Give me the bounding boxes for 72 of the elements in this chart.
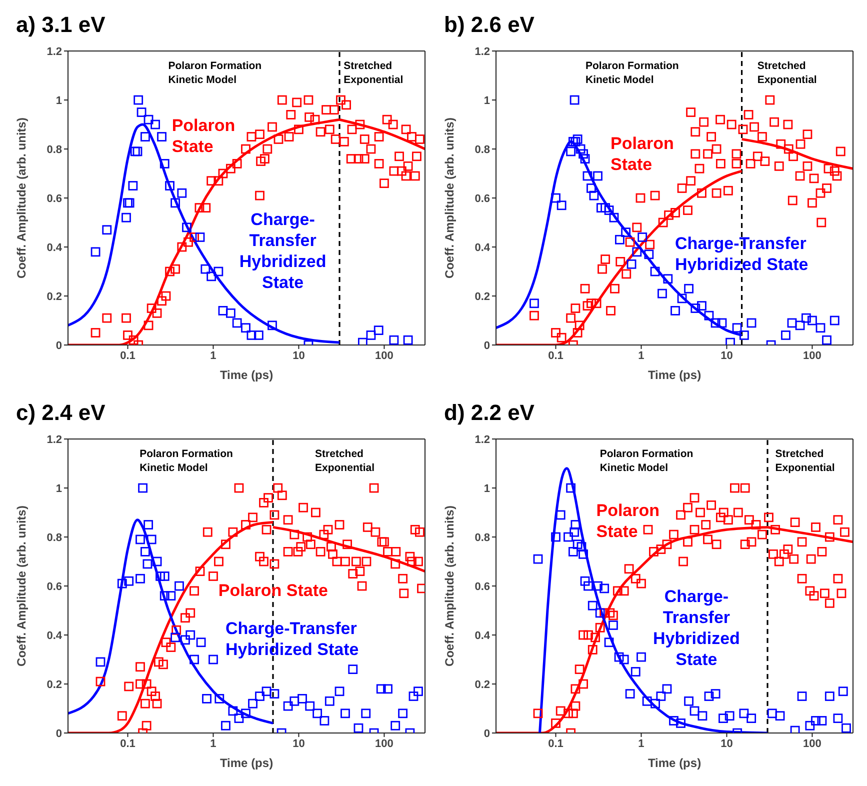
x-tick-label: 1 [638, 350, 644, 362]
y-tick-label: 0.8 [474, 532, 490, 544]
y-tick-label: 1.2 [474, 46, 490, 58]
y-tick-label: 0.6 [46, 580, 62, 593]
y-tick-label: 0.2 [474, 290, 490, 303]
x-tick-label: 100 [375, 738, 394, 750]
y-tick-label: 1 [56, 482, 62, 495]
series-label: Charge-Transfer Hybridized State [239, 209, 326, 294]
x-tick-label: 10 [292, 350, 305, 362]
chart-title: a) 3.1 eV [15, 11, 106, 39]
y-axis-title: Coeff. Amplitude (arb. units) [442, 118, 456, 278]
series-label: Charge-Transfer Hybridized State [675, 232, 808, 275]
x-axis-title: Time (ps) [648, 368, 702, 382]
annotation: Stretched Exponential [315, 446, 375, 475]
series-label: Polaron State [218, 580, 328, 601]
y-axis-title: Coeff. Amplitude (arb. units) [14, 118, 28, 278]
annotation: Stretched Exponential [757, 58, 817, 87]
series-label: Charge-Transfer Hybridized State [226, 618, 359, 660]
series-label: Polaron State [596, 500, 660, 542]
y-axis-title: Coeff. Amplitude (arb. units) [14, 506, 28, 666]
y-tick-label: 1.2 [474, 434, 490, 446]
annotation: Polaron Formation Kinetic Model [140, 446, 233, 475]
x-tick-label: 100 [803, 738, 822, 750]
y-tick-label: 0 [484, 728, 490, 740]
x-tick-label: 100 [803, 350, 822, 362]
x-axis-title: Time (ps) [220, 368, 274, 382]
y-tick-label: 0 [56, 340, 62, 352]
x-axis-title: Time (ps) [648, 756, 702, 770]
y-tick-label: 0.4 [474, 242, 491, 254]
y-tick-label: 1 [484, 94, 490, 107]
x-tick-label: 1 [638, 738, 644, 750]
x-tick-label: 1 [210, 738, 216, 750]
y-axis-title: Coeff. Amplitude (arb. units) [442, 506, 456, 666]
x-tick-label: 10 [292, 738, 305, 750]
x-tick-label: 10 [720, 350, 733, 362]
x-tick-label: 1 [210, 350, 216, 362]
series-label: Polaron State [172, 114, 236, 157]
chart-title: b) 2.6 eV [443, 11, 536, 39]
x-tick-label: 0.1 [120, 738, 136, 750]
y-tick-label: 0.8 [46, 532, 62, 544]
y-tick-label: 1.2 [46, 46, 62, 58]
y-tick-label: 1 [484, 482, 490, 495]
y-tick-label: 0 [56, 728, 62, 740]
y-tick-label: 0.6 [474, 580, 490, 593]
y-tick-label: 0.4 [46, 242, 63, 254]
y-tick-label: 0.2 [474, 678, 490, 691]
y-tick-label: 0 [484, 340, 490, 352]
x-tick-label: 0.1 [120, 350, 136, 362]
annotation: Stretched Exponential [775, 446, 835, 475]
x-tick-label: 10 [720, 738, 733, 750]
y-tick-label: 0.6 [474, 192, 490, 205]
chart-title: d) 2.2 eV [443, 399, 536, 427]
chart-title: c) 2.4 eV [15, 399, 106, 427]
y-tick-label: 0.4 [474, 630, 491, 642]
y-tick-label: 0.8 [474, 144, 490, 156]
y-tick-label: 1.2 [46, 434, 62, 446]
x-tick-label: 100 [375, 350, 394, 362]
annotation: Polaron Formation Kinetic Model [168, 58, 262, 87]
x-tick-label: 0.1 [548, 738, 564, 750]
series-label: Polaron State [610, 132, 674, 175]
y-tick-label: 1 [56, 94, 62, 107]
series-label: Charge-Transfer Hybridized State [653, 586, 740, 670]
annotation: Polaron Formation Kinetic Model [586, 58, 679, 87]
annotation: Polaron Formation Kinetic Model [600, 446, 694, 475]
x-tick-label: 0.1 [548, 350, 564, 362]
y-tick-label: 0.6 [46, 192, 62, 205]
annotation: Stretched Exponential [344, 58, 404, 87]
y-tick-label: 0.2 [46, 678, 62, 691]
y-tick-label: 0.4 [46, 630, 63, 642]
x-axis-title: Time (ps) [220, 756, 274, 770]
y-tick-label: 0.2 [46, 290, 62, 303]
y-tick-label: 0.8 [46, 144, 62, 156]
